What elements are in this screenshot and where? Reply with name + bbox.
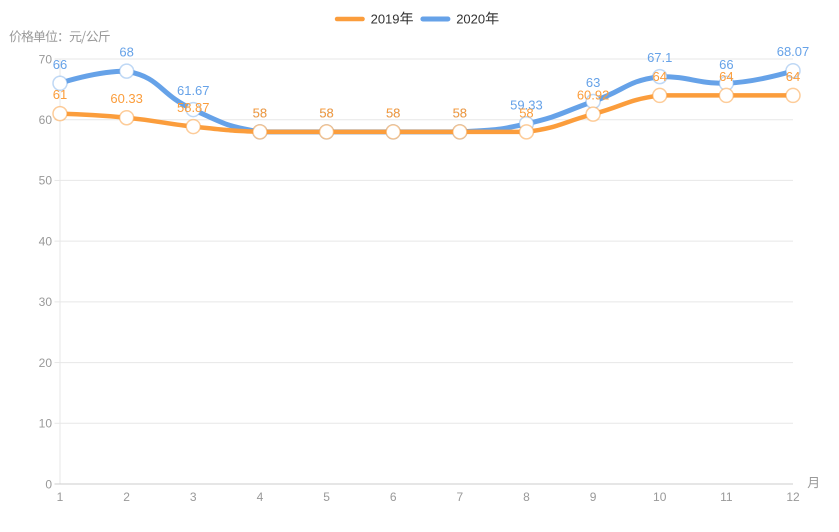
svg-text:64: 64 [786, 69, 800, 84]
svg-text:10: 10 [39, 417, 53, 431]
svg-text:40: 40 [39, 234, 53, 248]
svg-text:59.33: 59.33 [510, 97, 543, 112]
svg-text:4: 4 [257, 490, 264, 504]
svg-text:64: 64 [719, 69, 733, 84]
svg-text:70: 70 [39, 52, 53, 66]
svg-text:2019: 2019 [371, 11, 400, 26]
svg-text:10: 10 [653, 490, 667, 504]
svg-text:1: 1 [57, 490, 64, 504]
svg-text:58: 58 [319, 105, 333, 120]
svg-text:3: 3 [190, 490, 197, 504]
svg-text:6: 6 [390, 490, 397, 504]
svg-text:58: 58 [519, 105, 533, 120]
svg-text:61: 61 [53, 87, 67, 102]
svg-text:0: 0 [45, 477, 52, 491]
svg-text:64: 64 [652, 69, 666, 84]
svg-text:58: 58 [386, 105, 400, 120]
svg-text:5: 5 [323, 490, 330, 504]
svg-text:67.1: 67.1 [647, 50, 672, 65]
svg-text:60.33: 60.33 [110, 91, 143, 106]
svg-text:60.92: 60.92 [577, 88, 610, 103]
svg-text:58: 58 [453, 105, 467, 120]
svg-text:30: 30 [39, 295, 53, 309]
svg-text:68.07: 68.07 [777, 44, 810, 59]
svg-text:58: 58 [253, 105, 267, 120]
svg-text:9: 9 [590, 490, 597, 504]
svg-text:66: 66 [53, 57, 67, 72]
svg-text:58: 58 [253, 105, 267, 120]
svg-text:63: 63 [586, 75, 600, 90]
svg-text:8: 8 [523, 490, 530, 504]
svg-text:68: 68 [119, 45, 133, 60]
svg-text:12: 12 [786, 490, 800, 504]
svg-text:61.67: 61.67 [177, 83, 210, 98]
svg-text:7: 7 [456, 490, 463, 504]
svg-text:2020: 2020 [456, 11, 485, 26]
svg-text:58.87: 58.87 [177, 100, 210, 115]
svg-text:58: 58 [386, 105, 400, 120]
svg-text:58: 58 [453, 105, 467, 120]
svg-text:2: 2 [123, 490, 130, 504]
svg-text:11: 11 [720, 490, 733, 504]
svg-text:60: 60 [39, 113, 53, 127]
svg-text:20: 20 [39, 356, 53, 370]
svg-text:50: 50 [39, 174, 53, 188]
svg-text:66: 66 [719, 57, 733, 72]
svg-text:58: 58 [319, 105, 333, 120]
